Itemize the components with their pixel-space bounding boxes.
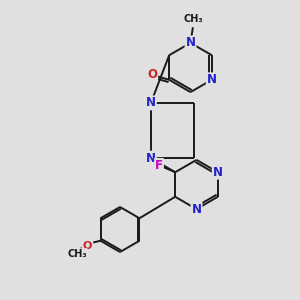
Text: CH₃: CH₃ [183, 14, 203, 24]
Text: N: N [185, 36, 196, 50]
Text: CH₃: CH₃ [67, 249, 87, 259]
Text: N: N [207, 73, 217, 86]
Text: N: N [146, 96, 156, 110]
Text: O: O [83, 241, 92, 251]
Text: N: N [191, 202, 202, 216]
Text: N: N [213, 166, 223, 179]
Text: O: O [147, 68, 157, 81]
Text: F: F [155, 159, 163, 172]
Text: N: N [146, 152, 156, 165]
